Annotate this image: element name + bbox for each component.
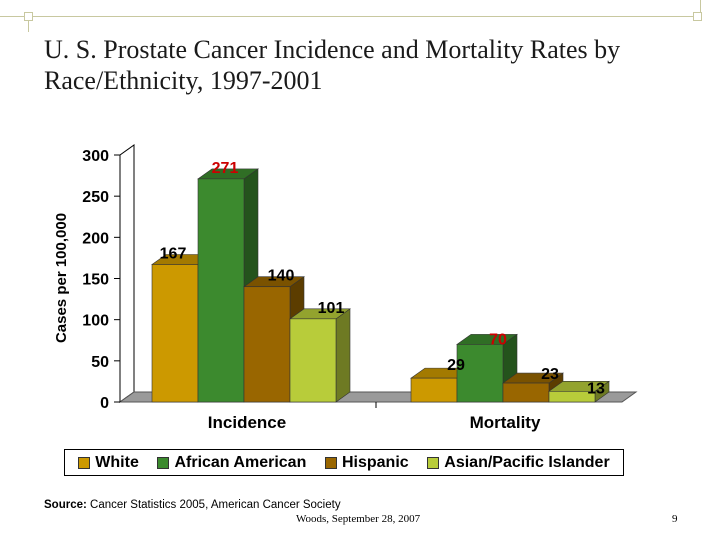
data-label: 167 [160,246,187,263]
slide-title: U. S. Prostate Cancer Incidence and Mort… [44,35,621,95]
y-tick-label: 300 [82,148,109,165]
data-label: 101 [318,300,345,317]
y-tick-label: 50 [91,354,109,371]
data-label: 271 [212,160,239,177]
bar [456,344,504,403]
bar [243,286,291,403]
legend-label: African American [174,453,307,471]
y-tick-label: 250 [82,189,109,206]
data-label: 29 [447,357,465,374]
legend-swatch [427,456,440,469]
chart-legend: White African American Hispanic Asian/Pacif… [64,449,624,476]
source-text: Cancer Statistics 2005, American Cancer … [86,499,341,511]
legend-label: Asian/Pacific Islander [444,453,610,471]
legend-label: White [95,453,139,471]
legend-swatch [157,456,170,469]
slide-frame-left-square [24,12,33,21]
source-note: Source: Cancer Statistics 2005, American… [44,499,341,511]
x-category-label: Incidence [208,413,286,432]
y-tick-label: 200 [82,230,109,247]
legend-item: African American [157,454,306,472]
slide-frame-top-line [0,16,700,17]
legend-swatch [324,456,337,469]
y-tick-label: 100 [82,313,109,330]
bar [548,390,596,403]
footer-text: Woods, September 28, 2007 [296,513,421,525]
y-tick-label: 0 [100,395,109,412]
x-category-label: Mortality [470,413,541,432]
legend-label: Hispanic [341,453,409,471]
legend-item: White [78,454,139,472]
legend-item: Asian/Pacific Islander [427,453,610,472]
bar [197,178,245,403]
legend-item: Hispanic [324,453,409,472]
bar-side [335,308,351,403]
page-number: 9 [672,513,678,525]
legend-swatch [78,456,91,469]
data-label: 13 [587,380,605,397]
y-tick-label: 150 [82,272,109,289]
chart-side-wall [119,144,135,403]
slide-frame-right-line [700,0,701,19]
data-label: 23 [541,366,559,383]
source-label: Source: [44,499,87,511]
bar [410,377,458,403]
slide-frame-corner-square [693,12,702,21]
data-label: 70 [489,331,507,348]
data-label: 140 [268,268,295,285]
slide-frame-left-line [28,16,29,32]
bar [151,264,199,403]
bar [502,382,550,403]
bar [289,318,337,403]
y-axis-label: Cases per 100,000 [53,213,70,343]
